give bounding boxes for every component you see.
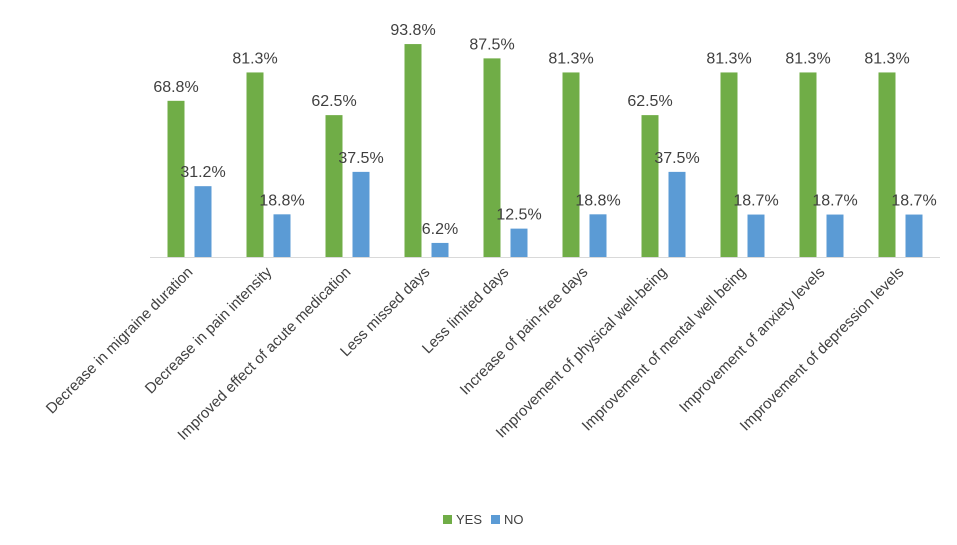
bar-yes-6 — [641, 115, 659, 257]
bar-yes-0 — [167, 100, 185, 257]
legend-label-yes: YES — [456, 512, 482, 527]
legend: YES NO — [443, 512, 524, 527]
data-label-no-9: 18.7% — [891, 193, 936, 210]
bar-yes-8 — [799, 72, 817, 257]
bar-no-4 — [510, 228, 528, 257]
data-label-no-7: 18.7% — [733, 193, 778, 210]
data-label-yes-2: 62.5% — [311, 93, 356, 110]
legend-swatch-no — [491, 515, 500, 524]
category-label-5: Increase of pain-free days — [457, 264, 592, 399]
data-label-yes-3: 93.8% — [390, 22, 435, 39]
data-label-no-5: 18.8% — [575, 192, 620, 209]
legend-swatch-yes — [443, 515, 452, 524]
bar-no-7 — [747, 214, 765, 257]
data-label-yes-9: 81.3% — [864, 50, 909, 67]
bar-yes-3 — [404, 44, 422, 257]
category-label-7: Improvement of mental well being — [579, 264, 750, 435]
bar-yes-5 — [562, 72, 580, 257]
category-label-9: Improvement of depression levels — [737, 264, 908, 435]
bar-no-0 — [194, 186, 212, 257]
bar-no-9 — [905, 214, 923, 257]
data-label-yes-5: 81.3% — [548, 50, 593, 67]
category-label-2: Improved effect of acute medication — [174, 264, 354, 444]
bar-yes-9 — [878, 72, 896, 257]
category-label-4: Less limited days — [419, 264, 512, 357]
bar-no-2 — [352, 171, 370, 257]
data-label-no-6: 37.5% — [654, 150, 699, 167]
category-label-0: Decrease in migraine duration — [43, 264, 197, 418]
data-label-no-1: 18.8% — [259, 192, 304, 209]
bar-no-3 — [431, 242, 449, 257]
bar-no-6 — [668, 171, 686, 257]
category-label-6: Improvement of physical well-being — [493, 264, 671, 442]
data-label-yes-0: 68.8% — [153, 79, 198, 96]
bars-layer — [167, 44, 923, 257]
bar-yes-1 — [246, 72, 264, 257]
bar-yes-7 — [720, 72, 738, 257]
bar-no-1 — [273, 214, 291, 257]
data-label-yes-8: 81.3% — [785, 50, 830, 67]
category-label-1: Decrease in pain intensity — [142, 263, 276, 397]
data-label-no-4: 12.5% — [496, 207, 541, 224]
bar-no-5 — [589, 214, 607, 257]
data-labels-layer: 68.8% 31.2% 81.3% 18.8% 62.5% 37.5% 93.8% 6.2% 8… — [153, 22, 936, 238]
data-label-yes-7: 81.3% — [706, 50, 751, 67]
data-label-yes-4: 87.5% — [469, 36, 514, 53]
data-label-no-0: 31.2% — [180, 164, 225, 181]
legend-label-no: NO — [504, 512, 524, 527]
category-label-8: Improvement of anxiety levels — [676, 264, 828, 416]
data-label-no-8: 18.7% — [812, 193, 857, 210]
data-label-no-2: 37.5% — [338, 150, 383, 167]
data-label-yes-6: 62.5% — [627, 93, 672, 110]
data-label-no-3: 6.2% — [422, 221, 458, 238]
data-label-yes-1: 81.3% — [232, 50, 277, 67]
bar-no-8 — [826, 214, 844, 257]
bar-yes-4 — [483, 58, 501, 257]
bar-yes-2 — [325, 115, 343, 257]
